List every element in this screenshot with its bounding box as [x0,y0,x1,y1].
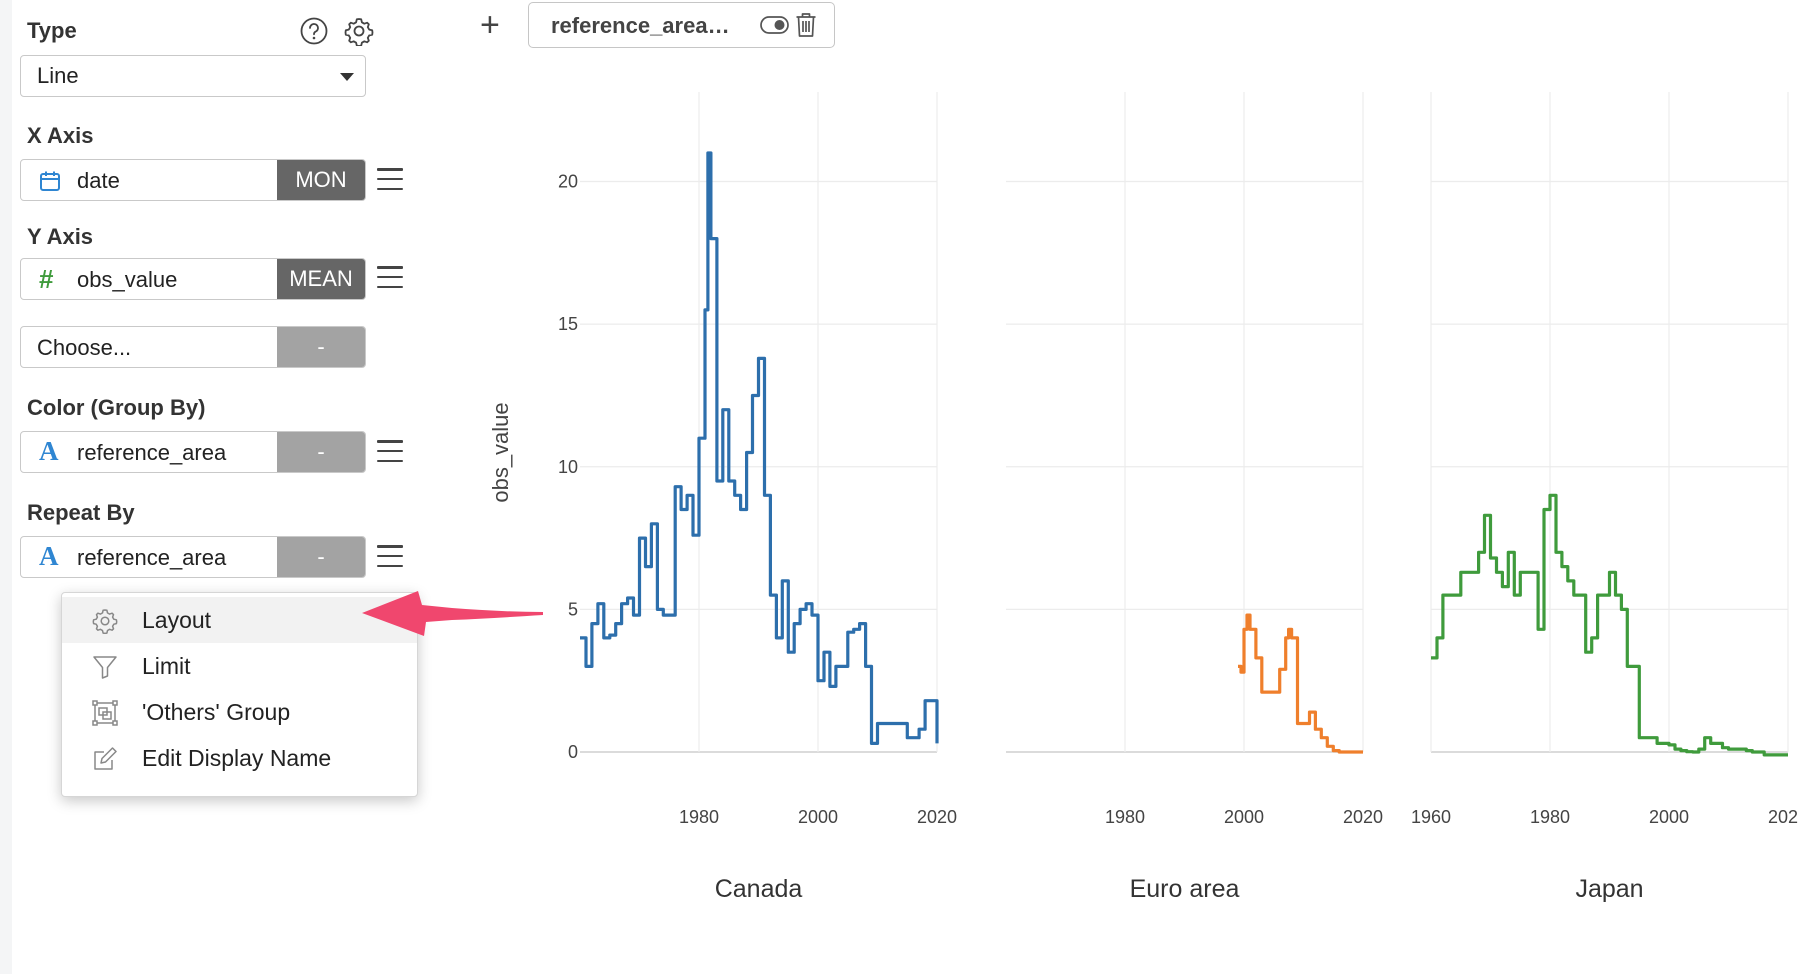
y-axis-label: Y Axis [27,224,94,249]
color-aggregation[interactable]: - [277,432,365,472]
series-line [1431,493,1788,757]
color-group-label: Color (Group By) [27,395,206,420]
annotation-arrow [362,591,543,636]
filter-icon [93,656,117,679]
chart-type-value: Line [37,63,79,88]
dropdown-caret-icon [340,73,354,81]
x-tick-label: 2020 [1343,807,1383,827]
repeat-by-tab[interactable]: reference_area… [528,2,835,48]
panel-title: Japan [1575,875,1643,903]
x-tick-label: 2020 [917,807,957,827]
y-tick-label: 20 [558,172,578,192]
menu-item-label: Layout [142,606,212,633]
text-type-icon: A [39,436,59,466]
x-tick-label: 1980 [1530,807,1570,827]
gear-icon [92,609,118,634]
color-field[interactable]: A reference_area - [20,431,366,473]
trash-icon[interactable] [795,12,817,38]
group-icon [92,700,118,726]
y-tick-label: 5 [568,599,578,619]
series-line [580,151,939,745]
help-icon[interactable] [299,16,329,46]
y-tick-label: 0 [568,742,578,762]
menu-item-others-group[interactable]: 'Others' Group [62,689,417,735]
panel-title: Euro area [1130,875,1240,903]
series-line [1238,613,1363,754]
y-axis-aggregation[interactable]: MEAN [277,259,365,299]
x-tick-label: 2000 [798,807,838,827]
menu-item-layout[interactable]: Layout [62,597,417,643]
menu-item-label: Edit Display Name [142,744,332,771]
x-axis-menu-icon[interactable] [377,168,403,190]
x-tick-label: 1980 [679,807,719,827]
repeat-by-aggregation[interactable]: - [277,537,365,577]
type-label: Type [27,18,77,43]
edit-icon [94,747,117,770]
x-tick-label: 2020 [1768,807,1798,827]
color-menu-icon[interactable] [377,440,403,462]
y-axis-field[interactable]: # obs_value MEAN [20,258,366,300]
panel-edge [0,0,12,974]
menu-item-edit-display-name[interactable]: Edit Display Name [62,735,417,781]
menu-item-limit[interactable]: Limit [62,643,417,689]
text-type-icon: A [39,541,59,571]
toggle-visibility-icon[interactable] [760,15,790,35]
color-field-name: reference_area [77,440,227,465]
x-axis-field-name: date [77,168,120,193]
additional-y-aggregation[interactable]: - [277,327,365,367]
repeat-by-context-menu: Layout Limit 'Others' Group [61,592,418,797]
number-hash-icon: # [39,264,54,294]
calendar-icon [40,171,60,191]
chart-type-select[interactable]: Line [20,55,366,97]
y-axis-menu-icon[interactable] [377,266,403,288]
x-tick-label: 2000 [1224,807,1264,827]
y-tick-label: 15 [558,314,578,334]
y-axis-field-name: obs_value [77,267,178,292]
x-axis-field[interactable]: date MON [20,159,366,201]
x-axis-aggregation[interactable]: MON [277,160,365,200]
y-tick-label: 10 [558,457,578,477]
repeat-by-field[interactable]: A reference_area - [20,536,366,578]
additional-y-field[interactable]: Choose... - [20,326,366,368]
repeat-by-label: Repeat By [27,500,135,525]
choose-placeholder: Choose... [37,335,132,360]
x-tick-label: 1980 [1105,807,1145,827]
y-axis-title: obs_value [488,402,513,502]
settings-gear-icon[interactable] [344,16,374,47]
add-tab-button[interactable]: + [480,6,500,44]
repeat-by-menu-icon[interactable] [377,545,403,567]
tab-label: reference_area… [551,13,730,38]
menu-item-label: Limit [142,652,191,679]
x-axis-label: X Axis [27,123,94,148]
x-tick-label: 2000 [1649,807,1689,827]
repeat-by-field-name: reference_area [77,545,227,570]
panel-title: Canada [715,875,803,903]
x-tick-label: 1960 [1411,807,1451,827]
menu-item-label: 'Others' Group [142,698,291,725]
